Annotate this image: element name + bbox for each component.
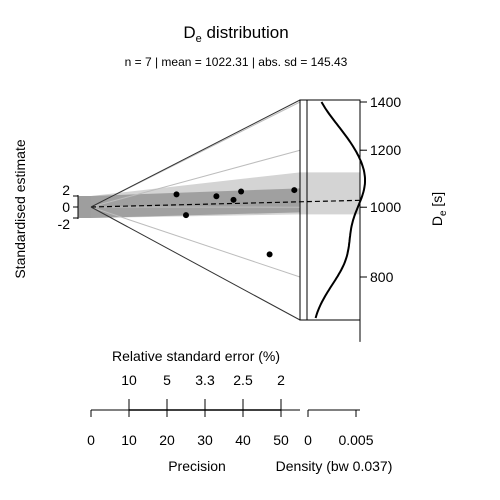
- precision-axis-label: Precision: [168, 458, 226, 474]
- ray-800: [91, 207, 300, 277]
- right-axis-label-rest: [s]: [429, 192, 445, 211]
- data-point-3: [213, 193, 219, 199]
- left-tick-label-2: 2: [62, 182, 70, 198]
- rse-tick-label-2.5: 2.5: [233, 372, 253, 388]
- data-point-7: [291, 187, 297, 193]
- precision-tick-label-10: 10: [121, 432, 137, 448]
- right-axis-label: De [s]: [429, 192, 449, 226]
- rse-tick-label-2: 2: [277, 372, 285, 388]
- density-axis-label: Density (bw 0.037): [276, 458, 393, 474]
- precision-tick-label-50: 50: [273, 432, 289, 448]
- de-tick-label-1400: 1400: [370, 94, 401, 110]
- rse-tick-label-5: 5: [163, 372, 171, 388]
- de-tick-label-1200: 1200: [370, 142, 401, 158]
- precision-tick-label-20: 20: [159, 432, 175, 448]
- rse-tick-label-3.3: 3.3: [195, 372, 215, 388]
- data-point-2: [183, 212, 189, 218]
- standardised-axis: 20-2: [58, 182, 78, 232]
- left-tick-label-0: 0: [62, 199, 70, 215]
- left-tick-label--2: -2: [58, 216, 71, 232]
- left-axis-label: Standardised estimate: [12, 139, 28, 279]
- data-point-1: [174, 191, 180, 197]
- data-point-6: [267, 251, 273, 257]
- precision-tick-label-30: 30: [197, 432, 213, 448]
- rse-tick-label-10: 10: [121, 372, 137, 388]
- right-axis-label-main: D: [429, 216, 445, 226]
- rse-axis-label: Relative standard error (%): [112, 348, 280, 364]
- frame-lower-edge: [91, 207, 300, 320]
- chart-subtitle: n = 7 | mean = 1022.31 | abs. sd = 145.4…: [125, 55, 348, 69]
- chart-title: De distribution: [183, 23, 288, 45]
- data-point-5: [238, 189, 244, 195]
- left-band: [78, 196, 91, 218]
- de-axis: 1400 1200 1000 800: [360, 94, 401, 342]
- precision-tick-label-40: 40: [235, 432, 251, 448]
- chart-title-rest: distribution: [202, 23, 289, 42]
- precision-tick-label-0: 0: [87, 432, 95, 448]
- de-tick-label-800: 800: [370, 269, 394, 285]
- density-tick-label-0.005: 0.005: [338, 432, 373, 448]
- chart-title-main: D: [183, 23, 195, 42]
- data-point-4: [231, 197, 237, 203]
- de-tick-label-1000: 1000: [370, 199, 401, 215]
- density-tick-label-0: 0: [304, 432, 312, 448]
